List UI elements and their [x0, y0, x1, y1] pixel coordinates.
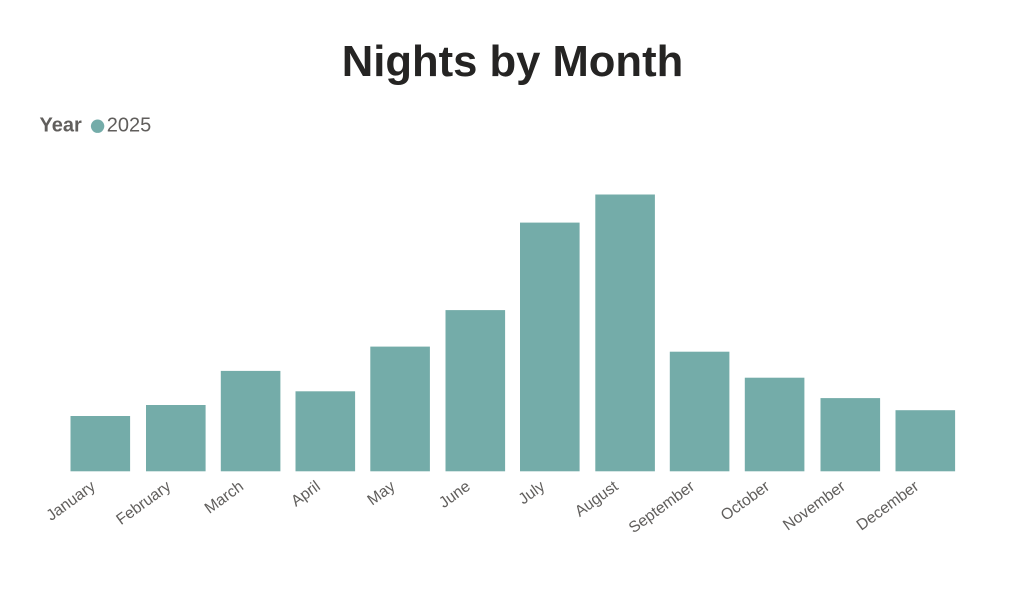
svg-text:2025: 2025 — [107, 115, 152, 137]
svg-text:Nights by Month: Nights by Month — [342, 38, 683, 86]
svg-text:Year: Year — [40, 115, 82, 137]
